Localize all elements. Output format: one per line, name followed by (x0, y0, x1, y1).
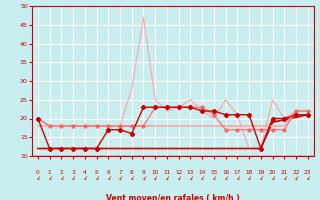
Text: ↓: ↓ (269, 175, 276, 182)
Text: ↓: ↓ (34, 175, 41, 182)
Text: ↓: ↓ (245, 175, 252, 182)
Text: ↓: ↓ (140, 175, 147, 182)
Text: ↓: ↓ (199, 175, 206, 182)
X-axis label: Vent moyen/en rafales ( km/h ): Vent moyen/en rafales ( km/h ) (106, 194, 240, 200)
Text: ↓: ↓ (292, 175, 300, 182)
Text: ↓: ↓ (234, 175, 241, 182)
Text: ↓: ↓ (46, 175, 53, 182)
Text: ↓: ↓ (69, 175, 76, 182)
Text: ↓: ↓ (210, 175, 217, 182)
Text: ↓: ↓ (116, 175, 124, 182)
Text: ↓: ↓ (175, 175, 182, 182)
Text: ↓: ↓ (222, 175, 229, 182)
Text: ↓: ↓ (81, 175, 88, 182)
Text: ↓: ↓ (257, 175, 264, 182)
Text: ↓: ↓ (105, 175, 112, 182)
Text: ↓: ↓ (152, 175, 159, 182)
Text: ↓: ↓ (187, 175, 194, 182)
Text: ↓: ↓ (128, 175, 135, 182)
Text: ↓: ↓ (164, 175, 171, 182)
Text: ↓: ↓ (281, 175, 288, 182)
Text: ↓: ↓ (58, 175, 65, 182)
Text: ↓: ↓ (93, 175, 100, 182)
Text: ↓: ↓ (304, 175, 311, 182)
